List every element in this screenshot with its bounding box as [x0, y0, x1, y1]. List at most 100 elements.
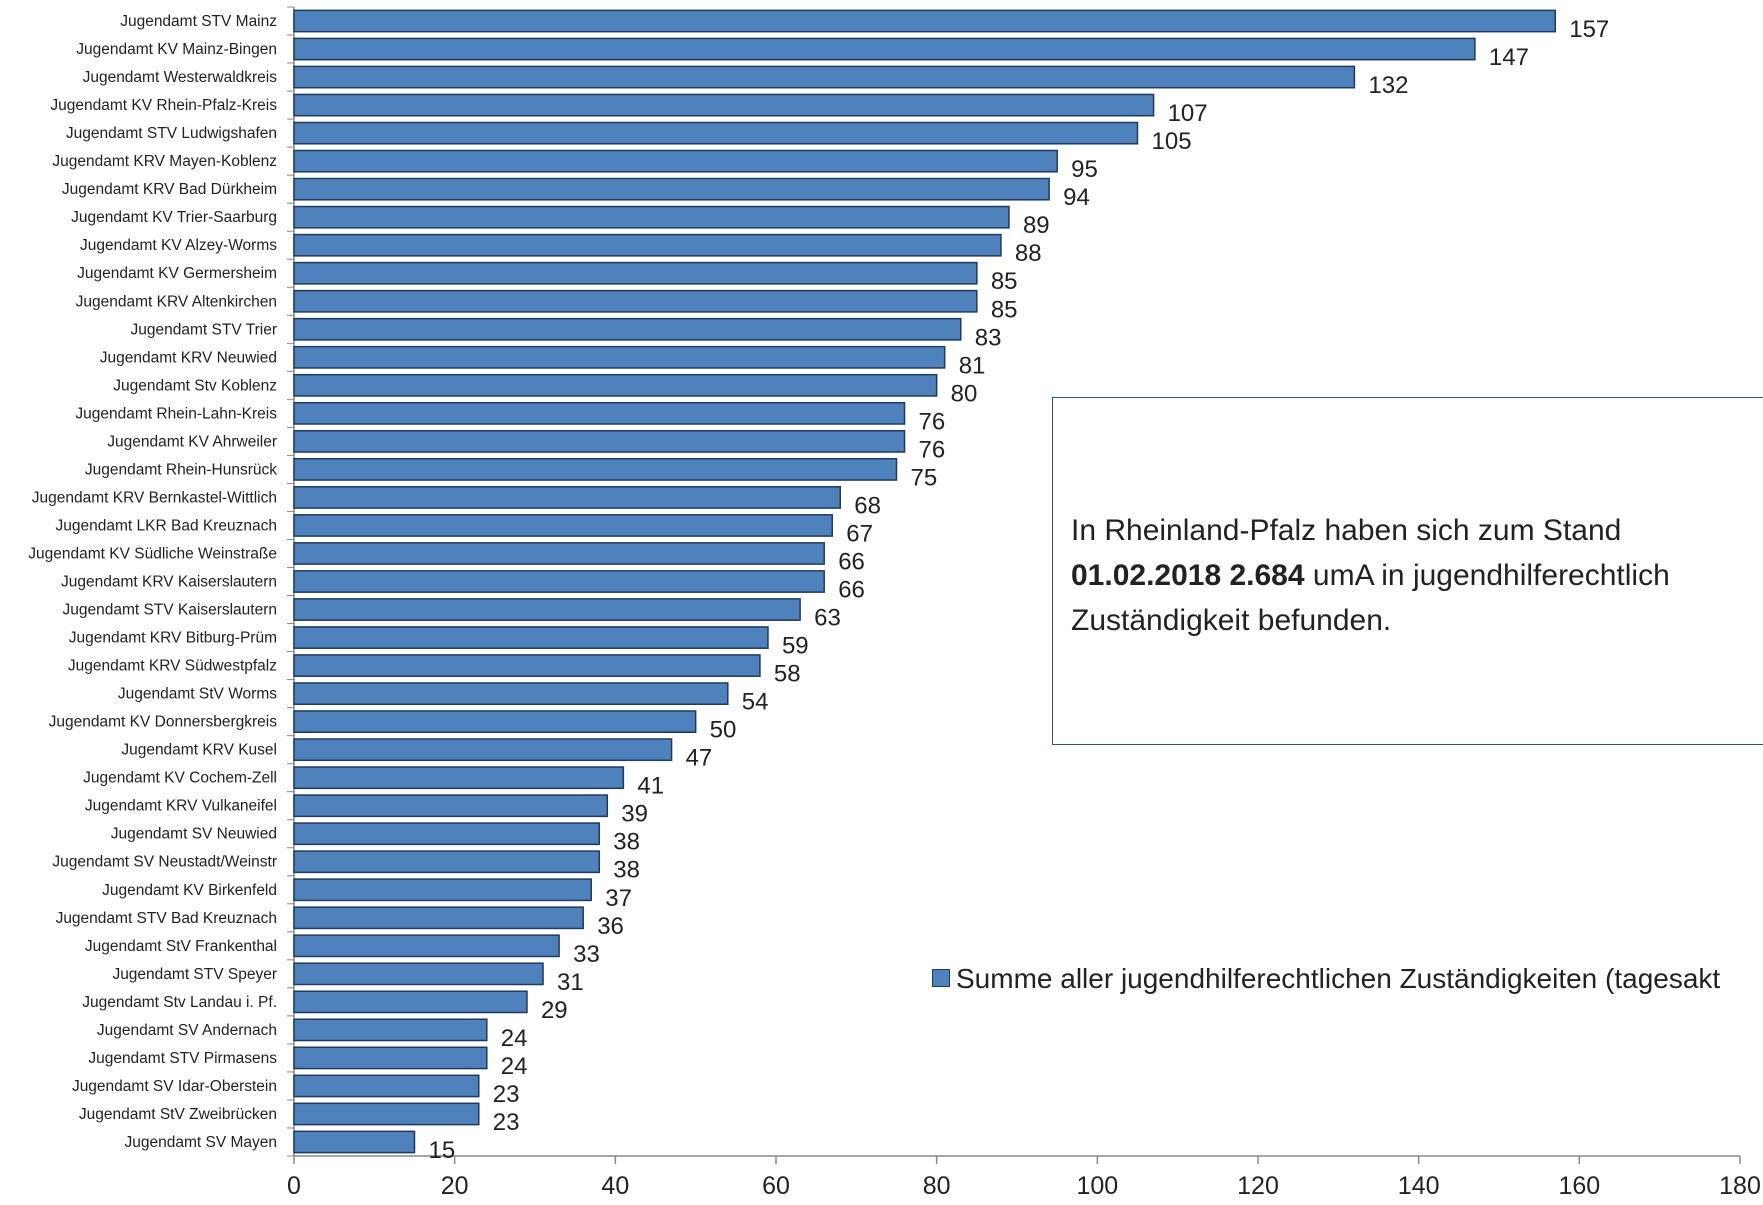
category-label: Jugendamt KRV Bernkastel-Wittlich	[32, 489, 277, 506]
annotation-text: In Rheinland-Pfalz haben sich zum Stand …	[1071, 508, 1763, 643]
value-label: 59	[782, 633, 809, 660]
value-label: 107	[1168, 100, 1208, 127]
category-label: Jugendamt KV Germersheim	[77, 265, 277, 282]
value-label: 88	[1015, 240, 1042, 267]
x-tick-label: 180	[1719, 1172, 1761, 1200]
bar	[293, 121, 1139, 145]
annotation-highlight: 01.02.2018 2.684	[1071, 559, 1305, 592]
value-label: 81	[959, 352, 986, 379]
bar	[293, 654, 761, 677]
category-label: Jugendamt Rhein-Lahn-Kreis	[75, 405, 277, 422]
category-label: Jugendamt KV Birkenfeld	[102, 882, 277, 899]
category-label: Jugendamt StV Zweibrücken	[79, 1106, 277, 1123]
legend-swatch	[932, 968, 950, 987]
bar	[293, 149, 1058, 173]
x-tick-label: 80	[923, 1172, 951, 1200]
bar	[293, 429, 906, 453]
bar	[293, 373, 938, 397]
value-label: 83	[975, 324, 1002, 351]
bar	[293, 906, 584, 930]
category-label: Jugendamt KRV Kaiserslautern	[61, 574, 277, 591]
bar	[293, 934, 560, 958]
bar	[293, 710, 697, 734]
value-label: 105	[1152, 128, 1192, 155]
value-label: 36	[597, 913, 624, 940]
bar	[293, 289, 978, 313]
bar	[293, 990, 528, 1014]
x-tick-label: 60	[762, 1172, 790, 1200]
category-label: Jugendamt SV Andernach	[97, 1022, 277, 1039]
category-label: Jugendamt STV Mainz	[120, 13, 277, 30]
bar	[293, 37, 1476, 61]
x-tick-label: 120	[1237, 1172, 1279, 1200]
category-label: Jugendamt Stv Koblenz	[113, 377, 277, 394]
bar	[293, 598, 801, 621]
value-label: 66	[838, 548, 865, 575]
x-tick-label: 20	[441, 1172, 469, 1200]
legend-label: Summe aller jugendhilferechtlichen Zustä…	[956, 963, 1721, 994]
category-label: Jugendamt SV Idar-Oberstein	[72, 1078, 277, 1095]
value-label: 47	[686, 745, 713, 772]
value-label: 147	[1489, 44, 1529, 71]
value-label: 38	[613, 829, 640, 856]
category-label: Jugendamt STV Ludwigshafen	[66, 125, 277, 142]
bar	[293, 1046, 488, 1070]
value-label: 54	[742, 689, 769, 716]
value-label: 37	[605, 885, 632, 912]
annotation-line-3: Zuständigkeit befunden.	[1071, 604, 1392, 637]
category-label: Jugendamt KRV Bitburg-Prüm	[69, 630, 277, 647]
bar	[293, 401, 906, 425]
category-label: Jugendamt STV Pirmasens	[88, 1050, 277, 1067]
value-label: 23	[493, 1081, 520, 1108]
value-label: 89	[1023, 212, 1050, 239]
value-label: 38	[613, 857, 640, 884]
value-label: 76	[919, 408, 946, 435]
x-tick-label: 160	[1558, 1172, 1600, 1200]
bar	[293, 738, 673, 762]
value-label: 23	[493, 1109, 520, 1136]
value-label: 132	[1368, 72, 1408, 99]
bar	[293, 682, 729, 705]
bar	[293, 345, 946, 369]
legend: Summe aller jugendhilferechtlichen Zustä…	[932, 963, 1720, 995]
bar	[293, 626, 769, 649]
category-label: Jugendamt KV Trier-Saarburg	[71, 209, 277, 226]
value-label: 68	[854, 492, 881, 519]
category-label: Jugendamt KRV Südwestpfalz	[68, 658, 277, 675]
category-label: Jugendamt KRV Vulkaneifel	[85, 798, 277, 815]
value-label: 24	[501, 1053, 528, 1080]
x-tick-label: 140	[1398, 1172, 1440, 1200]
value-label: 157	[1569, 16, 1609, 43]
category-label: Jugendamt STV Trier	[131, 321, 277, 338]
category-label: Jugendamt KRV Mayen-Koblenz	[52, 153, 277, 170]
category-label: Jugendamt Stv Landau i. Pf.	[82, 994, 277, 1011]
bar	[293, 317, 962, 341]
annotation-box: In Rheinland-Pfalz haben sich zum Stand …	[1052, 397, 1763, 745]
value-label: 39	[621, 801, 648, 828]
category-label: Jugendamt STV Bad Kreuznach	[56, 910, 277, 927]
category-label: Jugendamt KRV Altenkirchen	[76, 293, 277, 310]
value-label: 67	[846, 520, 873, 547]
category-label: Jugendamt KV Alzey-Worms	[80, 237, 277, 254]
annotation-line-2-rest: umA in jugendhilferechtlich	[1304, 559, 1670, 592]
category-label: Jugendamt KRV Bad Dürkheim	[62, 181, 277, 198]
value-label: 76	[919, 436, 946, 463]
value-label: 66	[838, 577, 865, 604]
bar	[293, 1102, 480, 1126]
value-label: 85	[991, 268, 1018, 295]
value-label: 95	[1071, 156, 1098, 183]
bar	[293, 486, 842, 509]
category-label: Jugendamt KRV Kusel	[121, 742, 277, 759]
value-label: 29	[541, 997, 568, 1024]
category-label: Jugendamt KV Südliche Weinstraße	[28, 545, 277, 562]
value-label: 41	[637, 773, 664, 800]
bar	[293, 514, 833, 537]
category-label: Jugendamt KV Mainz-Bingen	[76, 41, 277, 58]
bar	[293, 9, 1556, 33]
value-label: 85	[991, 296, 1018, 323]
category-label: Jugendamt StV Frankenthal	[85, 938, 277, 955]
x-tick-label: 100	[1076, 1172, 1118, 1200]
category-label: Jugendamt STV Speyer	[112, 966, 277, 983]
bar	[293, 177, 1050, 201]
category-label: Jugendamt Rhein-Hunsrück	[85, 461, 277, 478]
